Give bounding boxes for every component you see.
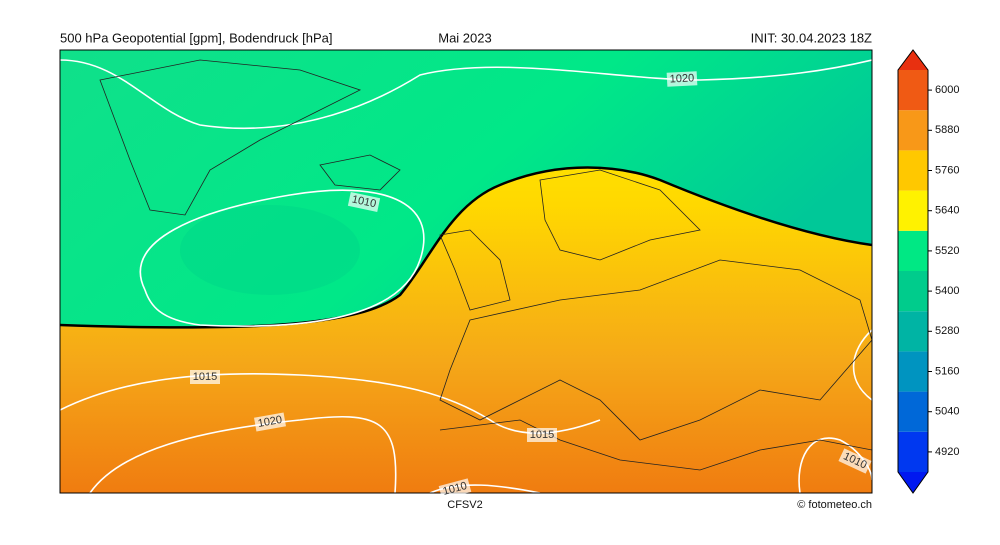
colorbar-tick-label: 6000	[935, 84, 959, 96]
contour-label-bg	[347, 192, 381, 212]
contour-label: 1015	[530, 429, 554, 441]
contour-label-bg	[666, 71, 698, 87]
colorbar-tick-label: 5640	[935, 205, 959, 217]
contour-label: 1020	[669, 72, 694, 85]
colorbar-tick-label: 5280	[935, 325, 959, 337]
colorbar-tick-label: 5160	[935, 365, 959, 377]
colorbar-band	[898, 110, 928, 151]
colorbar-band	[898, 70, 928, 111]
colorbar-band	[898, 190, 928, 231]
contour-label: 1015	[193, 371, 217, 383]
colorbar-frame	[897, 49, 929, 494]
colorbar-band	[898, 391, 928, 432]
colorbar-tick-label: 5040	[935, 406, 959, 418]
colorbar-band	[898, 271, 928, 312]
colorbar-tick-label: 5400	[935, 285, 959, 297]
colorbar-band	[898, 150, 928, 191]
colorbar-band	[898, 230, 928, 271]
colorbar-bottom	[898, 472, 928, 493]
credit: © fotometeo.ch	[797, 499, 872, 511]
contour-label-bg	[254, 412, 286, 432]
colorbar-top	[898, 50, 928, 70]
init: INIT: 30.04.2023 18Z	[751, 30, 872, 45]
contour-label-bg	[438, 478, 472, 500]
contour-label-bg	[527, 428, 557, 442]
colorbar-band	[898, 351, 928, 392]
colorbar-band	[898, 431, 928, 472]
colorbar-tick-label: 4920	[935, 446, 959, 458]
period: Mai 2023	[438, 30, 491, 45]
colorbar-tick-label: 5520	[935, 245, 959, 257]
model: CFSV2	[447, 499, 482, 511]
colorbar-band	[898, 311, 928, 352]
map	[60, 50, 872, 493]
contour-label: 1020	[257, 414, 283, 430]
contour-label-bg	[190, 370, 220, 384]
colorbar-tick-label: 5760	[935, 164, 959, 176]
contour-label-bg	[838, 448, 872, 474]
colorbar-tick-label: 5880	[935, 124, 959, 136]
contour-label: 1010	[351, 193, 377, 210]
title: 500 hPa Geopotential [gpm], Bodendruck […	[60, 30, 332, 45]
